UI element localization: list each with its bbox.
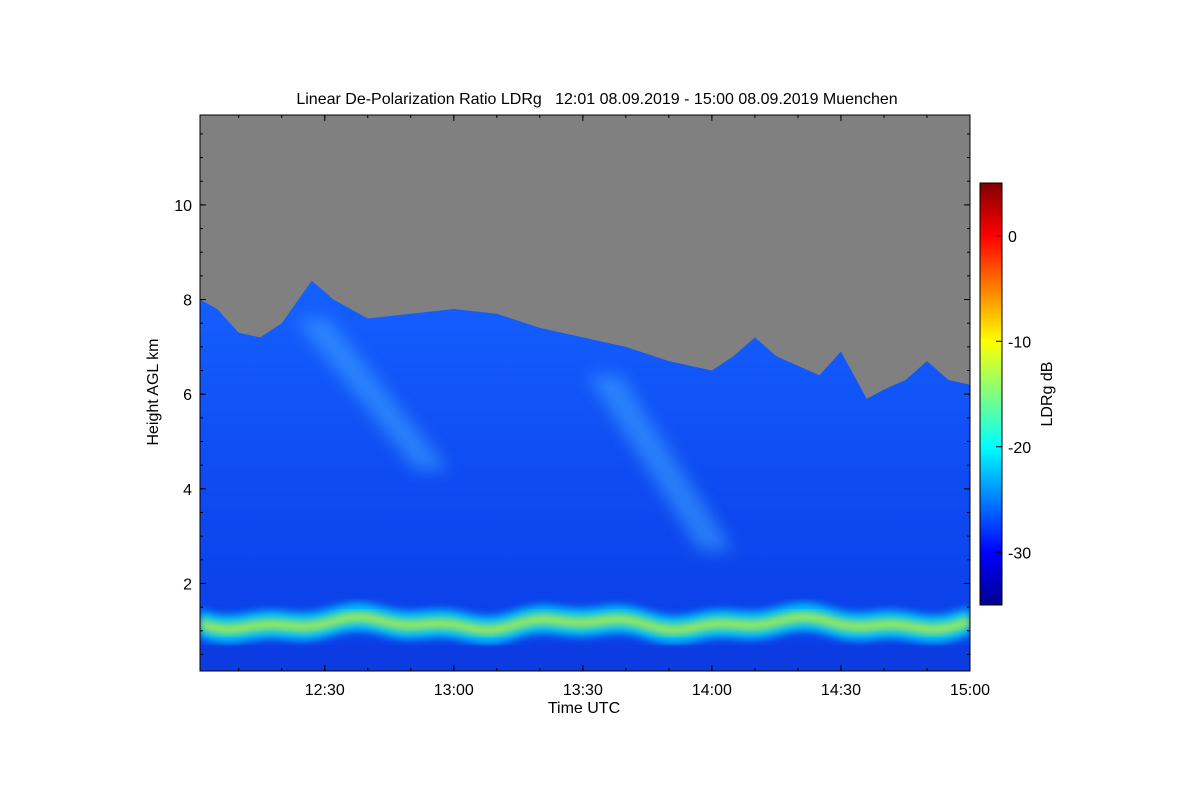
y-tick-label: 2 bbox=[183, 576, 192, 593]
y-tick-label: 8 bbox=[183, 293, 192, 310]
x-tick-label: 14:00 bbox=[692, 682, 732, 699]
colorbar bbox=[979, 182, 1003, 606]
boundary-layer-core bbox=[200, 611, 970, 636]
plot-area bbox=[200, 115, 970, 671]
colorbar-tick-label: -30 bbox=[1008, 545, 1031, 562]
x-tick-label: 14:30 bbox=[821, 682, 861, 699]
colorbar-tick-label: -20 bbox=[1008, 440, 1031, 457]
colorbar-label: LDRg dB bbox=[1039, 362, 1056, 427]
surface-layer bbox=[200, 645, 970, 671]
x-tick-label: 13:30 bbox=[563, 682, 603, 699]
plot-frame bbox=[199, 114, 971, 672]
x-tick-label: 15:00 bbox=[950, 682, 990, 699]
x-tick-label: 12:30 bbox=[305, 682, 345, 699]
y-tick-label: 6 bbox=[183, 387, 192, 404]
fall-streak-1 bbox=[294, 318, 450, 470]
x-axis: 12:30 13:00 13:30 14:00 14:30 15:00 bbox=[238, 115, 990, 699]
chart-title: Linear De-Polarization Ratio LDRg 12:01 … bbox=[296, 91, 897, 108]
x-axis-label: Time UTC bbox=[548, 700, 620, 717]
boundary-layer-band bbox=[200, 602, 970, 645]
y-tick-label: 10 bbox=[174, 198, 192, 215]
y-tick-label: 4 bbox=[183, 482, 192, 499]
y-axis-label: Height AGL km bbox=[145, 338, 162, 445]
y-axis: 2 4 6 8 10 bbox=[174, 133, 970, 655]
colorbar-tick-label: -10 bbox=[1008, 334, 1031, 351]
colorbar-tick-label: 0 bbox=[1008, 229, 1017, 246]
signal-area bbox=[200, 280, 970, 671]
fall-streaks bbox=[294, 318, 734, 551]
fall-streak-2 bbox=[587, 375, 734, 551]
x-tick-label: 13:00 bbox=[434, 682, 474, 699]
colorbar-ticks: 0 -10 -20 -30 bbox=[996, 229, 1031, 562]
